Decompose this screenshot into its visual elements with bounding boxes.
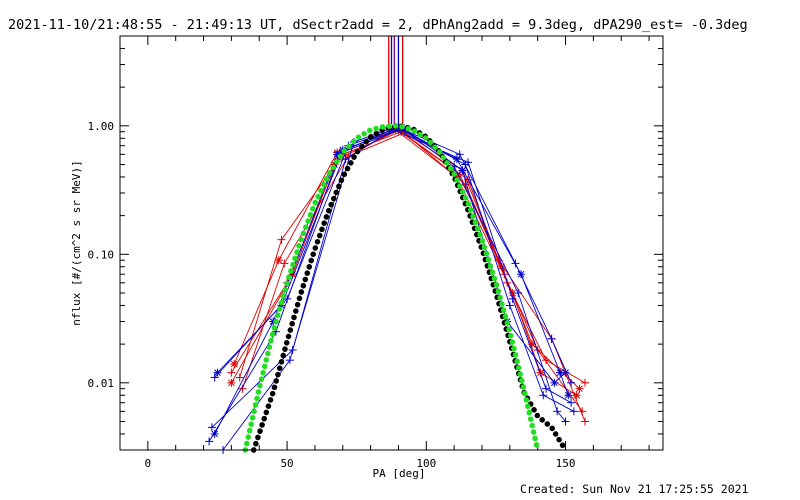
series-point: [458, 166, 467, 175]
series-point: [567, 398, 576, 407]
series-line: [239, 131, 586, 384]
y-tick-label: 0.10: [88, 248, 115, 261]
series-point: [547, 334, 556, 343]
marker-stroke: [556, 369, 564, 376]
series-point: [564, 391, 573, 400]
x-tick-label: 50: [280, 457, 293, 470]
marker-stroke: [275, 256, 283, 264]
y-axis-label: nflux [#/(cm^2 s sr MeV)]: [70, 160, 83, 326]
series-point: [561, 368, 570, 377]
series-point: [464, 158, 473, 167]
series-point: [514, 288, 523, 297]
series-line: [208, 128, 572, 442]
marker-stroke: [453, 155, 461, 163]
data-marks: [205, 36, 590, 454]
marker-stroke: [228, 379, 235, 387]
series-point: [572, 391, 581, 400]
created-footer: Created: Sun Nov 21 17:25:55 2021: [520, 482, 749, 496]
series-point: [561, 417, 570, 426]
series-line: [242, 132, 586, 422]
y-tick-label: 0.01: [88, 377, 115, 390]
series-point: [205, 437, 214, 446]
fit-curve: [242, 123, 541, 453]
series-point: [227, 378, 236, 387]
series-point: [539, 391, 548, 400]
plot-frame: [119, 35, 664, 451]
series-point: [341, 155, 350, 164]
series-point: [207, 423, 216, 432]
series-point: [508, 294, 517, 303]
series-line: [231, 129, 583, 412]
series-point: [550, 378, 559, 387]
marker-stroke: [214, 369, 221, 376]
marker-stroke: [230, 360, 238, 368]
series-point: [213, 368, 222, 377]
chart-title: 2021-11-10/21:48:55 - 21:49:13 UT, dSect…: [8, 17, 748, 33]
series-point: [285, 356, 294, 365]
marker-stroke: [576, 385, 583, 393]
series-point: [581, 417, 590, 426]
marker-stroke: [551, 379, 558, 387]
series-point: [575, 384, 584, 393]
series-point: [277, 235, 286, 244]
series-point: [505, 301, 514, 310]
marker-stroke: [459, 167, 466, 174]
marker-stroke: [562, 369, 569, 376]
series-point: [227, 368, 236, 377]
series-point: [280, 259, 289, 268]
axes: 0 50 100 150 0.01 0.10 1.00: [88, 35, 663, 470]
series-point: [569, 407, 578, 416]
marker-stroke: [573, 391, 581, 399]
x-tick-label: 100: [416, 457, 436, 470]
marker-stroke: [517, 270, 525, 278]
series-point: [542, 384, 551, 393]
marker-stroke: [564, 391, 572, 399]
series-point: [235, 373, 244, 382]
series-point: [553, 407, 562, 416]
x-tick-label: 150: [556, 457, 576, 470]
fit-curve: [250, 122, 569, 453]
y-tick-label: 1.00: [88, 120, 115, 133]
series-line: [222, 125, 566, 451]
marker-stroke: [509, 289, 516, 297]
series-point: [542, 356, 551, 365]
series-point: [581, 378, 590, 387]
series-point: [516, 270, 525, 279]
x-axis-label: PA [deg]: [373, 467, 426, 480]
series-point: [230, 360, 239, 369]
series-point: [274, 256, 283, 265]
x-tick-label: 0: [145, 457, 152, 470]
series-point: [567, 378, 576, 387]
